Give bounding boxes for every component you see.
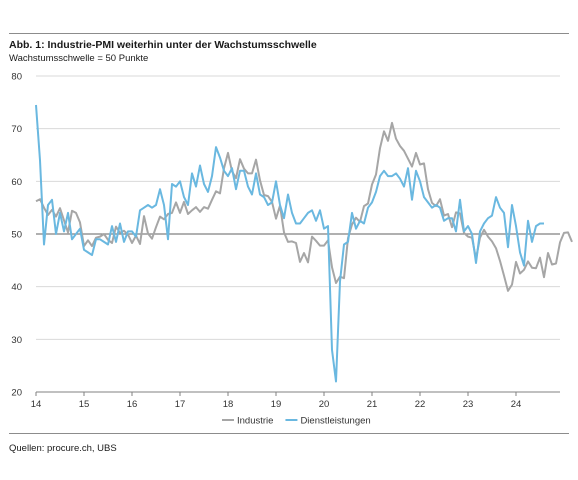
x-axis: 14 15 16 17 18 19 20 21 22 23 24 xyxy=(31,391,560,410)
x-tick-label: 18 xyxy=(223,399,234,410)
y-tick-label: 80 xyxy=(11,72,22,83)
x-tick-label: 14 xyxy=(31,399,42,410)
chart-title: Abb. 1: Industrie-PMI weiterhin unter de… xyxy=(9,39,317,51)
legend-label-industrie: Industrie xyxy=(237,416,273,427)
x-tick-label: 24 xyxy=(511,399,522,410)
industrie-line xyxy=(35,121,573,292)
x-tick-label: 21 xyxy=(367,399,378,410)
x-tick-label: 20 xyxy=(319,399,330,410)
chart-subtitle: Wachstumsschwelle = 50 Punkte xyxy=(9,53,149,64)
x-tick-label: 15 xyxy=(79,399,90,410)
source-note: Quellen: procure.ch, UBS xyxy=(9,443,117,454)
x-tick-label: 23 xyxy=(463,399,474,410)
y-tick-label: 30 xyxy=(11,335,22,346)
dienstleistungen-line xyxy=(35,104,544,383)
x-tick-label: 19 xyxy=(271,399,282,410)
legend-label-dienstleistungen: Dienstleistungen xyxy=(300,416,370,427)
y-tick-label: 20 xyxy=(11,388,22,399)
y-tick-label: 50 xyxy=(11,230,22,241)
y-axis-ticks: 20 30 40 50 60 70 80 xyxy=(11,72,22,399)
x-tick-label: 17 xyxy=(175,399,186,410)
series-lines xyxy=(35,104,573,383)
legend: Industrie Dienstleistungen xyxy=(222,416,371,427)
y-tick-label: 60 xyxy=(11,177,22,188)
x-tick-label: 16 xyxy=(127,399,138,410)
y-tick-label: 40 xyxy=(11,282,22,293)
y-tick-label: 70 xyxy=(11,124,22,135)
x-tick-label: 22 xyxy=(415,399,426,410)
bottom-rule xyxy=(9,433,569,434)
top-rule xyxy=(9,33,569,34)
